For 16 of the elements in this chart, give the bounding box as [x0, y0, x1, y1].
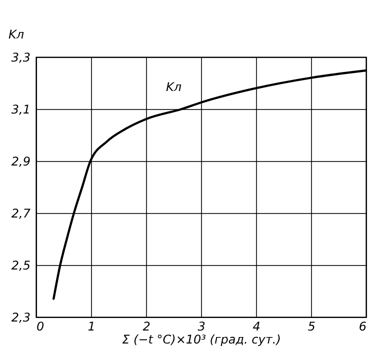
- y-tick-label: 3,1: [11, 102, 30, 116]
- y-tick-label: 2,7: [11, 206, 31, 220]
- x-tick-label: 6: [358, 320, 367, 334]
- y-tick-label: 2,9: [11, 154, 30, 168]
- x-tick-label: 5: [308, 320, 316, 334]
- y-axis-title: Kл: [8, 28, 24, 42]
- x-tick-label: 1: [88, 320, 96, 334]
- y-tick-label: 2,5: [11, 258, 30, 272]
- x-tick-label: 0: [36, 320, 44, 334]
- y-tick-label: 2,3: [11, 310, 30, 324]
- annotation: Kл: [166, 80, 182, 94]
- x-tick-label: 2: [142, 320, 150, 334]
- x-axis-title: Σ (−t °C)×10³ (град. сут.): [122, 332, 281, 346]
- y-tick-label: 3,3: [11, 50, 30, 64]
- x-tick-label: 3: [198, 320, 206, 334]
- x-tick-label: 4: [252, 320, 260, 334]
